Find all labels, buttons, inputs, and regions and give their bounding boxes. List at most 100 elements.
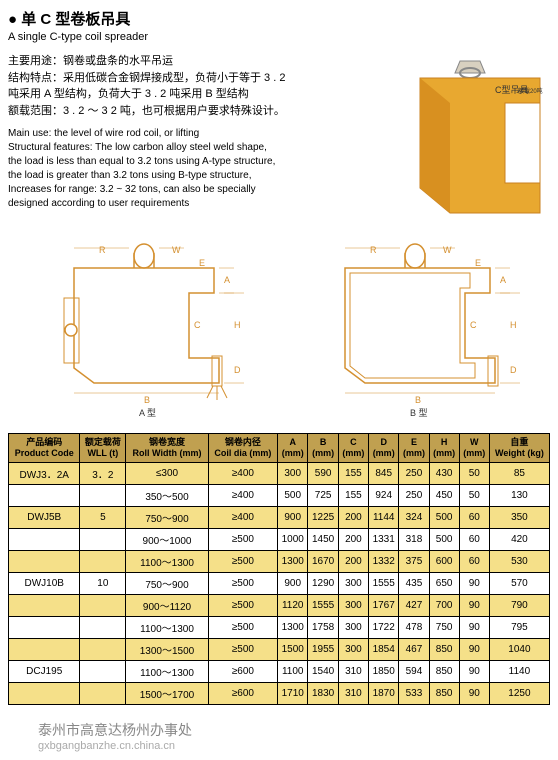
svg-text:A: A <box>224 275 230 285</box>
footer: 泰州市高意达杨州办事处 gxbgangbanzhe.cn.china.cn <box>8 720 550 752</box>
table-cell: 300 <box>338 594 368 616</box>
table-cell: 1332 <box>368 550 398 572</box>
table-cell: 1290 <box>308 572 338 594</box>
table-cell: 900～1000 <box>126 528 209 550</box>
table-row: 900～1000≥50010001450200133131850060420 <box>9 528 550 550</box>
description-block: 主要用途：钢卷或盘条的水平吊运结构特点：采用低碳合金钢焊接成型，负荷小于等于 3… <box>8 53 380 223</box>
table-cell: 85 <box>489 462 549 484</box>
table-cell <box>80 616 126 638</box>
table-cell <box>9 484 80 506</box>
table-cell: ≥500 <box>208 550 277 572</box>
table-header-cell: 产品编码Product Code <box>9 434 80 463</box>
table-cell: 750～900 <box>126 506 209 528</box>
table-cell: 700 <box>429 594 459 616</box>
table-cell: 300 <box>338 616 368 638</box>
table-cell: DWJ3．2A <box>9 462 80 484</box>
table-cell: 200 <box>338 506 368 528</box>
table-cell <box>80 682 126 704</box>
table-cell: 60 <box>459 550 489 572</box>
table-cell: ≥400 <box>208 484 277 506</box>
table-cell: 200 <box>338 550 368 572</box>
table-cell: 435 <box>399 572 429 594</box>
svg-text:E: E <box>199 258 205 268</box>
table-cell: 530 <box>489 550 549 572</box>
table-cell: 90 <box>459 638 489 660</box>
table-cell: 5 <box>80 506 126 528</box>
table-cell: 300 <box>338 638 368 660</box>
table-header-cell: D(mm) <box>368 434 398 463</box>
table-cell: 594 <box>399 660 429 682</box>
table-cell: 324 <box>399 506 429 528</box>
table-cell: 900～1120 <box>126 594 209 616</box>
diagrams: RW EA CH DB A 型 RW <box>8 238 550 418</box>
table-header-cell: W(mm) <box>459 434 489 463</box>
svg-text:B 型: B 型 <box>410 408 428 418</box>
table-cell: 500 <box>429 506 459 528</box>
table-cell <box>9 616 80 638</box>
table-cell <box>9 638 80 660</box>
table-cell <box>9 528 80 550</box>
table-cell: 300 <box>278 462 308 484</box>
table-cell: ≤300 <box>126 462 209 484</box>
table-cell: ≥500 <box>208 594 277 616</box>
table-cell: 1767 <box>368 594 398 616</box>
table-cell: 3．2 <box>80 462 126 484</box>
table-cell: 1331 <box>368 528 398 550</box>
desc-cn-line: 结构特点：采用低碳合金钢焊接成型，负荷小于等于 3 . 2 <box>8 70 380 87</box>
desc-en-line: the load is less than equal to 3.2 tons … <box>8 155 380 169</box>
table-cell: 250 <box>399 462 429 484</box>
table-header-cell: A(mm) <box>278 434 308 463</box>
table-header-cell: E(mm) <box>399 434 429 463</box>
table-header-cell: H(mm) <box>429 434 459 463</box>
table-row: DWJ3．2A3．2≤300≥4003005901558452504305085 <box>9 462 550 484</box>
table-cell: 1100～1300 <box>126 550 209 572</box>
table-row: 350～500≥40050072515592425045050130 <box>9 484 550 506</box>
table-cell: 790 <box>489 594 549 616</box>
table-cell: 1955 <box>308 638 338 660</box>
svg-text:C: C <box>194 320 201 330</box>
table-header-cell: 额定载荷WLL (t) <box>80 434 126 463</box>
table-row: DWJ5B5750～900≥40090012252001144324500603… <box>9 506 550 528</box>
table-cell: 850 <box>429 638 459 660</box>
table-header-cell: C(mm) <box>338 434 368 463</box>
table-cell: 50 <box>459 462 489 484</box>
svg-text:A 型: A 型 <box>139 408 156 418</box>
table-cell: 90 <box>459 616 489 638</box>
table-header-cell: 钢卷内径Coil dia (mm) <box>208 434 277 463</box>
table-cell: 900 <box>278 572 308 594</box>
table-cell: ≥400 <box>208 506 277 528</box>
desc-en-line: designed according to user requirements <box>8 197 380 211</box>
table-cell <box>80 484 126 506</box>
table-cell <box>9 682 80 704</box>
svg-text:E: E <box>475 258 481 268</box>
table-cell: 1500～1700 <box>126 682 209 704</box>
table-cell: ≥600 <box>208 660 277 682</box>
table-cell: 350～500 <box>126 484 209 506</box>
table-row: DWJ10B10750～900≥500900129030015554356509… <box>9 572 550 594</box>
desc-cn-line: 吨采用 A 型结构，负荷大于 3 . 2 吨采用 B 型结构 <box>8 86 380 103</box>
table-cell: 1100 <box>278 660 308 682</box>
table-row: 1100～1300≥50013001758300172247875090795 <box>9 616 550 638</box>
svg-text:B: B <box>144 395 150 405</box>
table-row: DCJ1951100～1300≥600110015403101850594850… <box>9 660 550 682</box>
table-cell: 725 <box>308 484 338 506</box>
table-cell: 1555 <box>308 594 338 616</box>
table-cell: 1850 <box>368 660 398 682</box>
table-header-cell: B(mm) <box>308 434 338 463</box>
table-body: DWJ3．2A3．2≤300≥4003005901558452504305085… <box>9 462 550 704</box>
svg-text:H: H <box>234 320 241 330</box>
table-cell: 1722 <box>368 616 398 638</box>
product-sub-text: 额载20吨 <box>518 87 543 95</box>
table-cell: 10 <box>80 572 126 594</box>
table-cell: 318 <box>399 528 429 550</box>
table-cell: 750～900 <box>126 572 209 594</box>
table-cell <box>80 660 126 682</box>
table-cell: 427 <box>399 594 429 616</box>
desc-en-line: Main use: the level of wire rod coil, or… <box>8 127 380 141</box>
table-cell: 570 <box>489 572 549 594</box>
product-image: C型吊具 额载20吨 <box>390 53 550 223</box>
table-cell: 1300 <box>278 616 308 638</box>
table-cell: 1500 <box>278 638 308 660</box>
table-cell: ≥500 <box>208 638 277 660</box>
diagram-a: RW EA CH DB A 型 <box>24 238 264 418</box>
